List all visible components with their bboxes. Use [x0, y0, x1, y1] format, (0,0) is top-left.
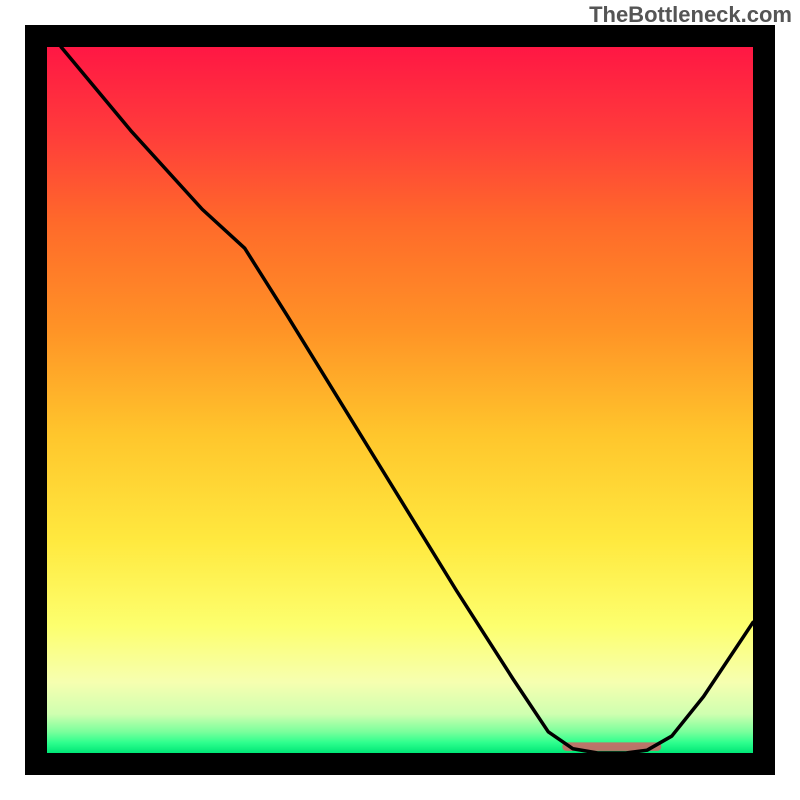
- chart-container: TheBottleneck.com: [0, 0, 800, 800]
- bottleneck-chart: [0, 0, 800, 800]
- watermark-text: TheBottleneck.com: [589, 2, 792, 28]
